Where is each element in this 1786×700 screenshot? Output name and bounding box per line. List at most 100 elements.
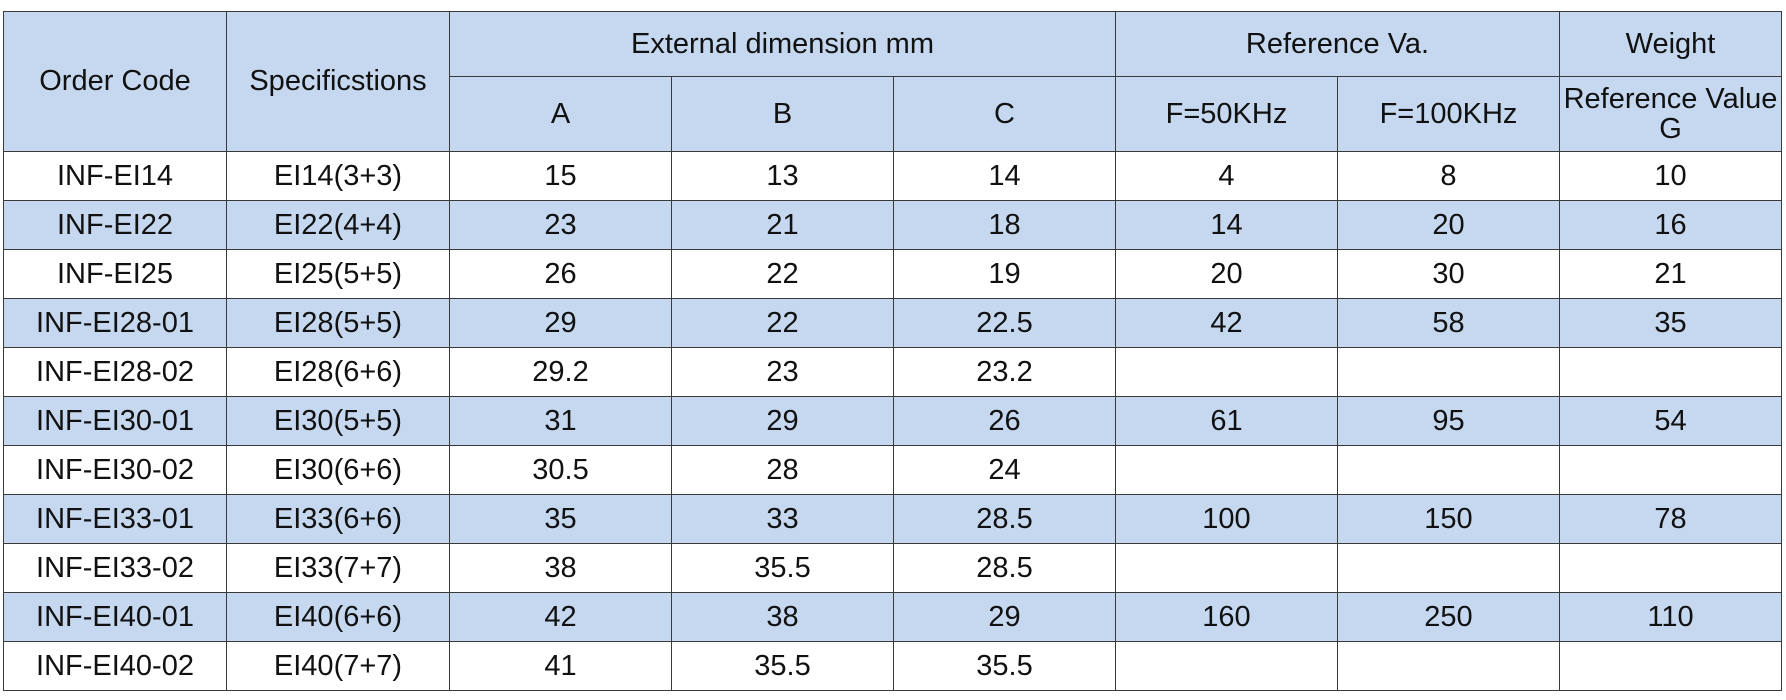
cell-c: 19: [893, 249, 1116, 299]
cell-a: 29: [449, 298, 672, 348]
cell-specification: EI28(5+5): [226, 298, 450, 348]
header-external-dimension: External dimension mm: [449, 11, 1116, 77]
cell-specification: EI30(5+5): [226, 396, 450, 446]
cell-a: 23: [449, 200, 672, 250]
cell-a: 31: [449, 396, 672, 446]
spec-table: Order Code Specificstions External dimen…: [3, 11, 1782, 691]
table-body: INF-EI14 EI14(3+3) 15 13 14 4 8 10 INF-E…: [3, 151, 1782, 691]
table-row: INF-EI25 EI25(5+5) 26 22 19 20 30 21: [3, 249, 1782, 299]
cell-weight: 35: [1559, 298, 1782, 348]
cell-b: 23: [671, 347, 894, 397]
cell-va-50khz: [1115, 641, 1338, 691]
cell-c: 35.5: [893, 641, 1116, 691]
cell-specification: EI14(3+3): [226, 151, 450, 201]
table-row: INF-EI30-01 EI30(5+5) 31 29 26 61 95 54: [3, 396, 1782, 446]
cell-weight: 54: [1559, 396, 1782, 446]
cell-va-100khz: 58: [1337, 298, 1560, 348]
cell-va-100khz: [1337, 445, 1560, 495]
cell-c: 18: [893, 200, 1116, 250]
cell-weight: [1559, 543, 1782, 593]
cell-c: 26: [893, 396, 1116, 446]
cell-specification: EI22(4+4): [226, 200, 450, 250]
cell-order-code: INF-EI33-01: [3, 494, 227, 544]
cell-b: 33: [671, 494, 894, 544]
cell-b: 21: [671, 200, 894, 250]
cell-a: 26: [449, 249, 672, 299]
table-row: INF-EI33-02 EI33(7+7) 38 35.5 28.5: [3, 543, 1782, 593]
table-row: INF-EI30-02 EI30(6+6) 30.5 28 24: [3, 445, 1782, 495]
cell-order-code: INF-EI28-02: [3, 347, 227, 397]
cell-c: 28.5: [893, 543, 1116, 593]
table-row: INF-EI22 EI22(4+4) 23 21 18 14 20 16: [3, 200, 1782, 250]
cell-specification: EI33(7+7): [226, 543, 450, 593]
cell-a: 35: [449, 494, 672, 544]
cell-a: 38: [449, 543, 672, 593]
cell-weight: [1559, 347, 1782, 397]
cell-va-100khz: [1337, 543, 1560, 593]
table-row: INF-EI28-01 EI28(5+5) 29 22 22.5 42 58 3…: [3, 298, 1782, 348]
cell-order-code: INF-EI40-01: [3, 592, 227, 642]
cell-va-50khz: 42: [1115, 298, 1338, 348]
cell-b: 29: [671, 396, 894, 446]
cell-order-code: INF-EI14: [3, 151, 227, 201]
cell-va-50khz: [1115, 543, 1338, 593]
header-row-top: Order Code Specificstions External dimen…: [3, 11, 1782, 152]
header-weight: Weight: [1559, 11, 1782, 77]
cell-b: 28: [671, 445, 894, 495]
cell-va-100khz: [1337, 347, 1560, 397]
cell-va-100khz: 30: [1337, 249, 1560, 299]
cell-order-code: INF-EI40-02: [3, 641, 227, 691]
table-row: INF-EI14 EI14(3+3) 15 13 14 4 8 10: [3, 151, 1782, 201]
cell-c: 22.5: [893, 298, 1116, 348]
header-weight-reference: Reference Value G: [1559, 76, 1782, 152]
cell-b: 13: [671, 151, 894, 201]
table-row: INF-EI33-01 EI33(6+6) 35 33 28.5 100 150…: [3, 494, 1782, 544]
cell-a: 15: [449, 151, 672, 201]
cell-order-code: INF-EI25: [3, 249, 227, 299]
cell-weight: 10: [1559, 151, 1782, 201]
cell-c: 28.5: [893, 494, 1116, 544]
cell-specification: EI30(6+6): [226, 445, 450, 495]
header-row-sub: A B C F=50KHz F=100KHz Reference Value G: [4, 76, 1782, 152]
table-row: INF-EI40-02 EI40(7+7) 41 35.5 35.5: [3, 641, 1782, 691]
cell-a: 29.2: [449, 347, 672, 397]
cell-va-100khz: [1337, 641, 1560, 691]
cell-specification: EI28(6+6): [226, 347, 450, 397]
cell-va-50khz: 61: [1115, 396, 1338, 446]
cell-va-50khz: 100: [1115, 494, 1338, 544]
cell-order-code: INF-EI30-02: [3, 445, 227, 495]
cell-weight: 78: [1559, 494, 1782, 544]
cell-a: 41: [449, 641, 672, 691]
cell-specification: EI40(7+7): [226, 641, 450, 691]
cell-order-code: INF-EI22: [3, 200, 227, 250]
cell-weight: [1559, 641, 1782, 691]
cell-va-50khz: 20: [1115, 249, 1338, 299]
cell-va-50khz: 4: [1115, 151, 1338, 201]
table-header: Order Code Specificstions External dimen…: [3, 11, 1782, 152]
cell-b: 22: [671, 298, 894, 348]
cell-a: 42: [449, 592, 672, 642]
cell-va-50khz: [1115, 347, 1338, 397]
header-col-b: B: [671, 76, 894, 152]
cell-va-100khz: 20: [1337, 200, 1560, 250]
cell-va-100khz: 8: [1337, 151, 1560, 201]
cell-va-50khz: 14: [1115, 200, 1338, 250]
cell-order-code: INF-EI30-01: [3, 396, 227, 446]
header-col-a: A: [449, 76, 672, 152]
cell-b: 35.5: [671, 543, 894, 593]
cell-va-100khz: 95: [1337, 396, 1560, 446]
cell-b: 35.5: [671, 641, 894, 691]
cell-specification: EI33(6+6): [226, 494, 450, 544]
cell-c: 14: [893, 151, 1116, 201]
cell-weight: [1559, 445, 1782, 495]
cell-order-code: INF-EI28-01: [3, 298, 227, 348]
header-reference-va: Reference Va.: [1115, 11, 1560, 77]
header-specifications: Specificstions: [226, 11, 450, 152]
table-row: INF-EI28-02 EI28(6+6) 29.2 23 23.2: [3, 347, 1782, 397]
cell-c: 29: [893, 592, 1116, 642]
cell-specification: EI25(5+5): [226, 249, 450, 299]
header-col-c: C: [893, 76, 1116, 152]
cell-b: 22: [671, 249, 894, 299]
cell-c: 23.2: [893, 347, 1116, 397]
spec-table-wrapper: Order Code Specificstions External dimen…: [3, 11, 1782, 691]
